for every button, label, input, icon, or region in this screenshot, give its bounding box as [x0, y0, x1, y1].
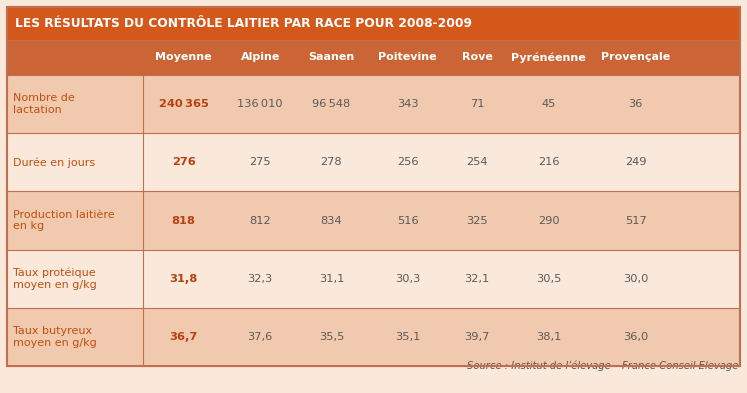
- Text: 96 548: 96 548: [312, 99, 350, 109]
- Text: Poitevine: Poitevine: [378, 53, 437, 62]
- Text: 36,7: 36,7: [170, 332, 198, 342]
- Text: 39,7: 39,7: [465, 332, 490, 342]
- Text: Rove: Rove: [462, 53, 493, 62]
- Bar: [7, 133, 740, 191]
- Text: 136 010: 136 010: [238, 99, 283, 109]
- Text: 343: 343: [397, 99, 418, 109]
- Bar: [7, 308, 740, 366]
- Text: 256: 256: [397, 157, 418, 167]
- Text: Source : Institut de l’élevage – France Conseil Elevage: Source : Institut de l’élevage – France …: [467, 361, 738, 371]
- Text: 38,1: 38,1: [536, 332, 562, 342]
- Text: Provençale: Provençale: [601, 53, 670, 62]
- Text: 325: 325: [466, 215, 488, 226]
- Text: 275: 275: [249, 157, 271, 167]
- Bar: [7, 7, 740, 40]
- Text: 32,1: 32,1: [465, 274, 490, 284]
- Bar: [7, 191, 740, 250]
- Text: Pyrénéenne: Pyrénéenne: [511, 52, 586, 63]
- Text: 516: 516: [397, 215, 418, 226]
- Bar: [7, 75, 740, 133]
- Text: 276: 276: [172, 157, 196, 167]
- Text: 290: 290: [538, 215, 560, 226]
- Text: LES RÉSULTATS DU CONTRÔLE LAITIER PAR RACE POUR 2008-2009: LES RÉSULTATS DU CONTRÔLE LAITIER PAR RA…: [15, 17, 472, 30]
- Text: 216: 216: [538, 157, 560, 167]
- Text: 36: 36: [628, 99, 642, 109]
- Bar: [7, 40, 740, 75]
- Text: 30,0: 30,0: [623, 274, 648, 284]
- Text: Taux butyreux
moyen en g/kg: Taux butyreux moyen en g/kg: [13, 326, 97, 348]
- Text: 37,6: 37,6: [247, 332, 273, 342]
- Text: Moyenne: Moyenne: [155, 53, 212, 62]
- Text: 31,1: 31,1: [319, 274, 344, 284]
- Text: 45: 45: [542, 99, 556, 109]
- Text: Nombre de
lactation: Nombre de lactation: [13, 93, 75, 115]
- Text: 254: 254: [466, 157, 488, 167]
- Text: 71: 71: [470, 99, 485, 109]
- Text: 35,5: 35,5: [319, 332, 344, 342]
- Text: 32,3: 32,3: [247, 274, 273, 284]
- Text: 36,0: 36,0: [623, 332, 648, 342]
- Text: 834: 834: [320, 215, 342, 226]
- Text: 812: 812: [249, 215, 271, 226]
- Text: 31,8: 31,8: [170, 274, 198, 284]
- Text: 30,5: 30,5: [536, 274, 562, 284]
- Text: 30,3: 30,3: [395, 274, 421, 284]
- Text: Saanen: Saanen: [309, 53, 355, 62]
- Text: Taux protéique
moyen en g/kg: Taux protéique moyen en g/kg: [13, 268, 97, 290]
- Text: 240 365: 240 365: [158, 99, 208, 109]
- Text: 278: 278: [320, 157, 342, 167]
- Text: Production laitière
en kg: Production laitière en kg: [13, 210, 114, 231]
- Bar: [7, 250, 740, 308]
- Text: Alpine: Alpine: [241, 53, 280, 62]
- Text: 517: 517: [624, 215, 646, 226]
- Text: Durée en jours: Durée en jours: [13, 157, 95, 167]
- Text: 249: 249: [624, 157, 646, 167]
- Text: 818: 818: [172, 215, 196, 226]
- Text: 35,1: 35,1: [395, 332, 421, 342]
